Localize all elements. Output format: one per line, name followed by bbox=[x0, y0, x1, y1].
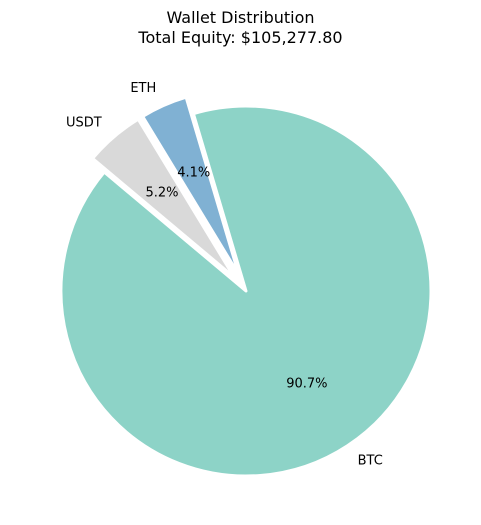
slice-percent-btc: 90.7% bbox=[286, 376, 327, 391]
slice-percent-usdt: 5.2% bbox=[145, 186, 178, 201]
pie-slice-usdt bbox=[91, 117, 236, 279]
slice-label-btc: BTC bbox=[358, 454, 383, 469]
pie-slice-btc bbox=[59, 104, 433, 478]
chart-subtitle: Total Equity: $105,277.80 bbox=[138, 28, 343, 47]
slice-label-usdt: USDT bbox=[66, 115, 102, 130]
slice-label-eth: ETH bbox=[130, 81, 156, 96]
slice-percent-eth: 4.1% bbox=[177, 166, 210, 181]
chart-title: Wallet Distribution bbox=[166, 8, 315, 27]
pie-slice-eth bbox=[141, 95, 241, 277]
chart-title-block: Wallet Distribution Total Equity: $105,2… bbox=[0, 8, 481, 48]
